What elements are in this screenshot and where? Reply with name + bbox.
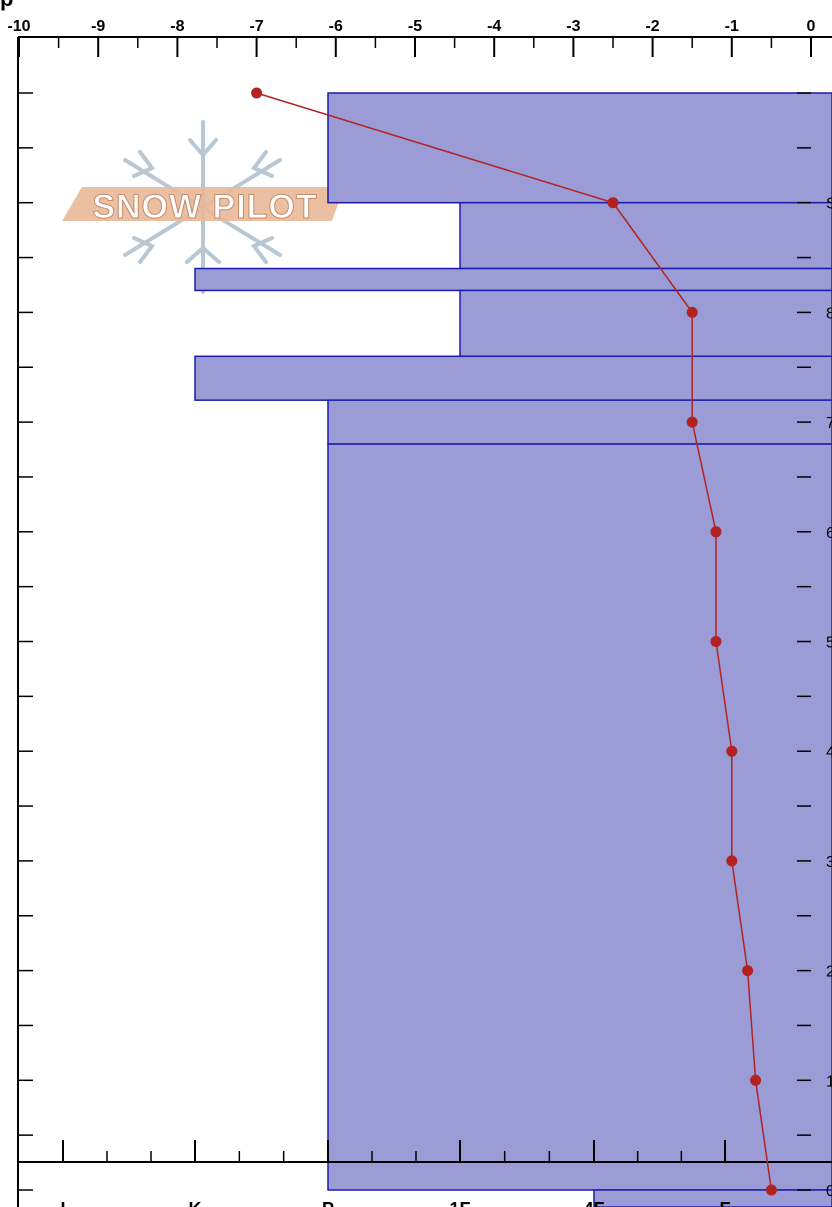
right-axis-label: 0 (826, 1183, 832, 1200)
temperature-point (686, 306, 698, 318)
temp-tick-label: -5 (408, 18, 422, 35)
temp-tick-label: -6 (329, 18, 343, 35)
right-axis-label: 3 (826, 854, 832, 871)
layer-bar-7 (327, 443, 832, 1191)
snow-pilot-logo: SNOW PILOT (62, 120, 344, 294)
layer-bar-6 (327, 399, 832, 445)
logo-text: SNOW PILOT (92, 188, 317, 226)
hardness-tick-label: 1F (449, 1199, 470, 1207)
right-axis-label: 7 (826, 415, 832, 432)
temperature-point (726, 855, 738, 867)
temperature-point (742, 965, 754, 977)
layer-bar-1 (327, 92, 832, 204)
right-axis-label: S (826, 196, 832, 213)
temperature-axis: -10 -9 -8 -7 -6 -5 -4 -3 -2 -1 0 (7, 18, 816, 57)
depth-axis-ticks (18, 92, 33, 1191)
temp-tick-label: -7 (249, 18, 263, 35)
right-axis-partial: S 8 7 6 5 4 3 2 1 0 (797, 92, 832, 1200)
temperature-point (607, 197, 619, 209)
right-axis-label: 8 (826, 305, 832, 322)
temp-tick-label: -9 (91, 18, 105, 35)
hardness-tick-label: 4F (583, 1199, 604, 1207)
hardness-axis: I K P 1F 4F F (18, 1140, 832, 1207)
layer-bar-4 (459, 289, 832, 358)
temperature-series (251, 87, 777, 1196)
temp-tick-label: -10 (7, 18, 30, 35)
temp-tick-label: -4 (487, 18, 501, 35)
temp-tick-label: -8 (170, 18, 184, 35)
right-axis-label: 1 (826, 1073, 832, 1090)
hardness-tick-label: I (60, 1199, 65, 1207)
hardness-tick-label: K (189, 1199, 202, 1207)
right-axis-label: 2 (826, 964, 832, 981)
layer-bar-3 (194, 267, 832, 292)
temperature-point (251, 87, 263, 99)
temperature-point (765, 1184, 777, 1196)
temperature-point (710, 636, 722, 647)
temp-tick-label: 0 (807, 18, 816, 35)
hardness-tick-label: F (720, 1199, 731, 1207)
temp-tick-label: -1 (725, 18, 739, 35)
temperature-point (710, 526, 722, 538)
temp-tick-label: -3 (566, 18, 580, 35)
chart-title-partial: p (0, 0, 13, 11)
layer-bar-2 (459, 201, 832, 270)
temperature-point (750, 1074, 762, 1086)
layer-bars (194, 92, 832, 1207)
right-axis-label: 4 (826, 744, 832, 761)
layer-bar-8 (593, 1189, 832, 1207)
layer-bar-5 (194, 355, 832, 401)
temperature-point (686, 416, 698, 428)
hardness-tick-label: P (322, 1199, 334, 1207)
right-axis-label: 5 (826, 635, 832, 652)
temperature-point (726, 745, 738, 757)
right-axis-label: 6 (826, 525, 832, 542)
temp-tick-label: -2 (645, 18, 659, 35)
